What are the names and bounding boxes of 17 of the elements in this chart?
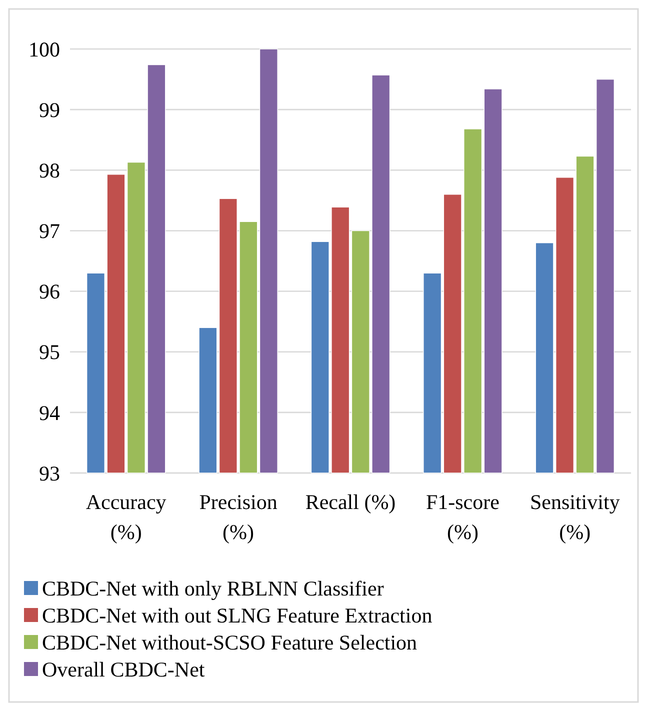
x-tick-label: Sensitivity (%) [530,490,620,544]
y-tick-label: 98 [39,158,60,182]
y-tick-label: 93 [39,461,60,486]
y-tick-label: 97 [39,219,60,244]
x-tick-label: Precision (%) [199,490,278,544]
legend-label: CBDC-Net without-SCSO Feature Selection [42,630,418,654]
y-tick-label: 95 [39,340,60,364]
x-tick-label: Accuracy (%) [86,490,167,544]
y-tick-label: 96 [39,280,60,304]
y-tick-label: 94 [39,400,60,425]
legend-label: CBDC-Net with only RBLNN Classifier [42,576,384,600]
legend-label: Overall CBDC-Net [42,657,205,682]
y-tick-label: 99 [39,98,60,122]
x-tick-label: Recall (%) [305,490,396,514]
y-tick-label: 100 [28,37,60,62]
x-tick-label: F1-score (%) [426,490,500,544]
legend-label: CBDC-Net with out SLNG Feature Extraction [42,603,433,628]
